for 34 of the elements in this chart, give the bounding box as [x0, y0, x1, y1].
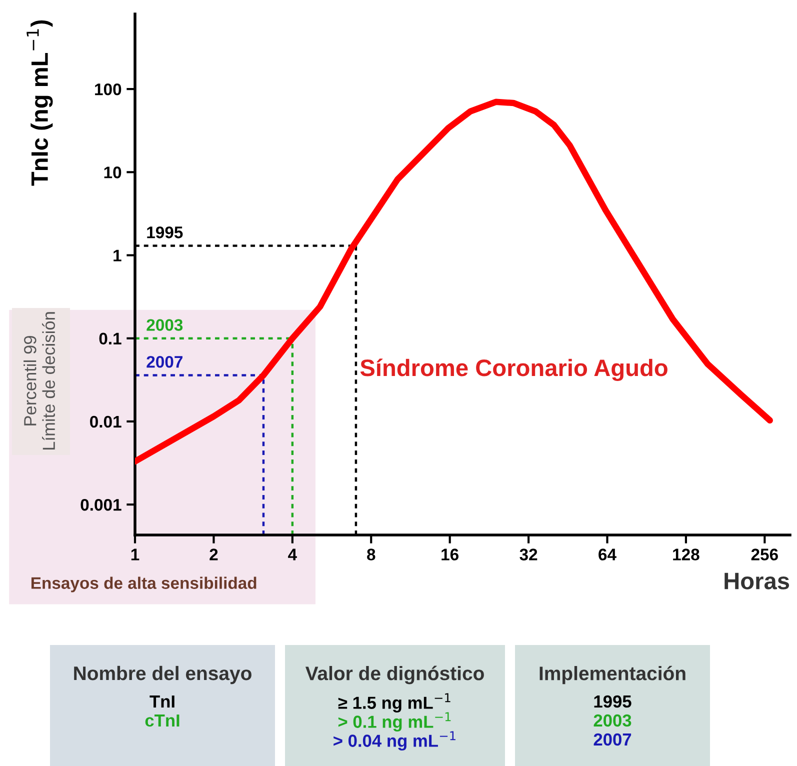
band-label: Ensayos de alta sensibilidad — [31, 576, 256, 592]
y-tick-label: 100 — [95, 83, 122, 96]
text: Percentil 99 Límite de decisión — [24, 312, 56, 450]
y-tick-label: 1 — [114, 250, 122, 262]
annotation: 2003 — [146, 319, 183, 331]
y-tick-label: 0.1 — [99, 332, 122, 345]
text: 2003 — [594, 714, 632, 727]
text: Implementación — [540, 666, 686, 684]
annotation: 2007 — [146, 356, 182, 368]
text: > 0.04 ng mL$^{−1}$ — [334, 731, 456, 750]
y-tick-label: 0.01 — [90, 416, 122, 428]
text: TnI — [150, 696, 174, 708]
text: Valor de dignóstico — [305, 666, 484, 684]
y-tick-label: 0.001 — [80, 498, 122, 511]
x-tick-label: 2 — [210, 548, 218, 560]
x-tick-label: 128 — [673, 548, 700, 560]
x-tick-label: 64 — [598, 548, 616, 560]
x-axis-title: Horas — [724, 572, 790, 590]
x-tick-label: 1 — [131, 548, 140, 560]
y-tick-label: 10 — [104, 166, 122, 178]
y-axis-title: TnIc (ng mL$^{−1}$) — [26, 20, 53, 186]
text: Nombre del ensayo — [74, 666, 252, 684]
series-label: Síndrome Coronario Agudo — [360, 358, 668, 382]
text: cTnI — [145, 714, 180, 727]
x-tick-label: 32 — [520, 548, 538, 560]
x-tick-label: 4 — [288, 548, 297, 560]
x-tick-label: 16 — [442, 548, 458, 560]
x-tick-label: 256 — [751, 548, 778, 560]
text: > 0.1 ng mL$^{−1}$ — [338, 712, 451, 732]
text: ≥ 1.5 ng mL$^{−1}$ — [338, 693, 450, 712]
x-tick-label: 8 — [367, 548, 376, 560]
text: 2007 — [594, 733, 632, 746]
annotation: 1995 — [147, 226, 183, 238]
text: 1995 — [594, 695, 632, 708]
